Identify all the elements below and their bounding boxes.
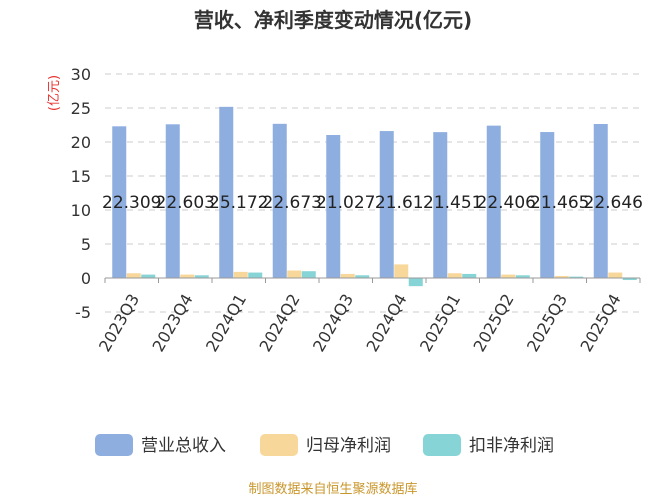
y-tick-label: -5	[75, 303, 91, 322]
data-label: 22.309	[102, 193, 161, 213]
x-tick-label: 2023Q4	[149, 291, 197, 355]
legend-swatch	[95, 434, 133, 456]
bar-deducted-net-profit	[141, 274, 156, 278]
bar-deducted-net-profit	[194, 275, 209, 278]
y-axis-label: (亿元)	[47, 75, 62, 111]
bar-deducted-net-profit	[408, 278, 423, 287]
data-label: 21.451	[423, 193, 482, 213]
legend-label: 扣非净利润	[469, 436, 554, 456]
bar-revenue	[379, 131, 394, 278]
data-label: 25.172	[209, 193, 268, 213]
y-tick-label: 15	[71, 167, 91, 186]
bar-deducted-net-profit	[515, 275, 530, 278]
bar-net-profit	[287, 270, 302, 278]
bar-net-profit	[447, 273, 462, 278]
x-tick-label: 2024Q3	[309, 291, 357, 355]
y-tick-label: 5	[81, 235, 91, 254]
x-tick-label: 2025Q1	[416, 291, 464, 355]
x-tick-label: 2024Q2	[256, 291, 304, 355]
bar-series	[112, 106, 637, 287]
y-tick-label: 20	[71, 133, 91, 152]
data-label: 22.673	[263, 193, 322, 213]
bar-net-profit	[340, 273, 355, 278]
bar-deducted-net-profit	[301, 271, 316, 278]
legend-swatch	[423, 434, 461, 456]
data-label: 22.646	[584, 193, 643, 213]
bar-revenue	[219, 106, 234, 278]
data-label: 22.406	[477, 193, 536, 213]
bar-deducted-net-profit	[462, 273, 477, 278]
bar-deducted-net-profit	[622, 278, 637, 281]
bar-revenue	[165, 124, 180, 279]
bar-revenue	[486, 125, 501, 279]
data-label: 21.027	[316, 193, 375, 213]
x-tick-label: 2025Q4	[577, 291, 625, 355]
y-tick-label: 30	[71, 65, 91, 84]
bar-net-profit	[233, 271, 248, 278]
bar-net-profit	[394, 264, 409, 278]
legend-label: 归母净利润	[306, 436, 391, 456]
y-tick-label: 10	[71, 201, 91, 220]
bar-net-profit	[126, 273, 141, 278]
bar-revenue	[112, 126, 127, 278]
bar-revenue	[593, 124, 608, 278]
x-tick-label: 2024Q4	[363, 291, 411, 355]
x-tick-label: 2025Q2	[470, 291, 518, 355]
y-tick-label: 25	[71, 99, 91, 118]
data-label: 22.603	[156, 193, 215, 213]
legend: 营业总收入 归母净利润 扣非净利润	[95, 434, 554, 456]
y-tick-label: 0	[81, 269, 91, 288]
bar-deducted-net-profit	[569, 276, 584, 278]
bar-deducted-net-profit	[355, 275, 370, 278]
bar-net-profit	[608, 272, 623, 278]
data-label: 21.61	[375, 193, 424, 213]
chart-title: 营收、净利季度变动情况(亿元)	[194, 8, 472, 32]
bar-revenue	[326, 135, 341, 278]
bar-net-profit	[501, 274, 516, 278]
x-tick-label: 2023Q3	[95, 291, 143, 355]
y-axis-ticks: -5 0 5 10 15 20 25 30	[71, 65, 91, 322]
bar-revenue	[433, 132, 448, 278]
legend-label: 营业总收入	[141, 436, 226, 456]
bar-revenue	[272, 123, 287, 278]
bar-net-profit	[554, 275, 569, 278]
data-label: 21.465	[530, 193, 589, 213]
source-note: 制图数据来自恒生聚源数据库	[248, 481, 417, 497]
x-tick-label: 2024Q1	[202, 291, 250, 355]
x-tick-label: 2025Q3	[523, 291, 571, 355]
x-axis-ticks: 2023Q3 2023Q4 2024Q1 2024Q2 2024Q3 2024Q4 2025…	[95, 278, 641, 355]
bar-deducted-net-profit	[248, 272, 263, 278]
legend-swatch	[260, 434, 298, 456]
bar-revenue	[540, 132, 555, 278]
bar-net-profit	[180, 274, 195, 278]
